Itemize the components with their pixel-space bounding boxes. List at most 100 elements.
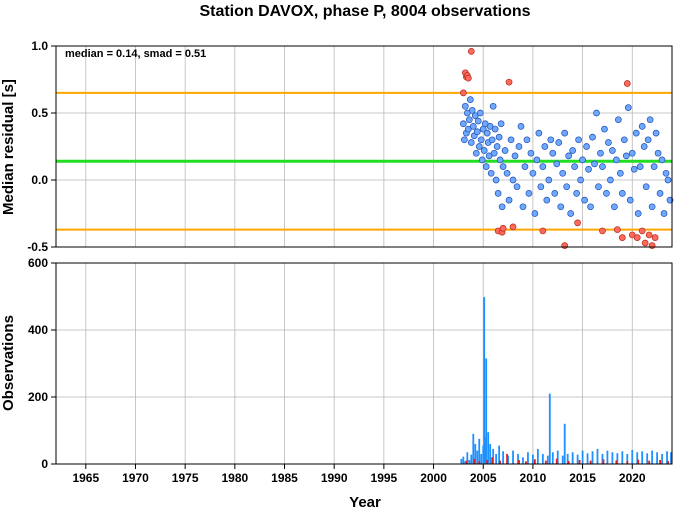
observation-bar [566, 453, 569, 464]
residual-point [620, 136, 628, 144]
outlier-point [499, 224, 507, 232]
observation-bar [470, 454, 473, 464]
observation-bar [541, 453, 544, 464]
observation-bar [576, 454, 579, 464]
residual-point [467, 139, 475, 146]
residual-y-tick-label: 0.0 [31, 173, 48, 187]
residual-point [507, 136, 515, 144]
outlier-observation-bar [491, 457, 494, 464]
observation-bar [601, 453, 604, 464]
residual-point [609, 147, 616, 154]
residual-point [531, 210, 539, 217]
observations-plot-area [56, 263, 672, 464]
observations-y-axis-label: Observations [0, 315, 17, 411]
residual-point [583, 143, 590, 150]
x-tick-label: 1990 [321, 471, 348, 485]
outlier-observation-bar [473, 458, 476, 464]
observation-bar [476, 450, 479, 464]
outlier-point [648, 242, 656, 250]
residual-point [581, 196, 588, 204]
outlier-observation-bar [486, 459, 489, 464]
observation-bar [527, 452, 529, 464]
observation-bar [626, 453, 629, 464]
observation-bar [591, 451, 594, 464]
observation-bar [517, 453, 519, 464]
observations-y-tick-label: 200 [28, 390, 48, 404]
outlier-point [509, 223, 517, 231]
x-tick-label: 1995 [371, 471, 398, 485]
residual-point [492, 176, 500, 184]
outlier-point [561, 242, 569, 250]
residual-point [614, 116, 622, 124]
observation-bar [466, 452, 469, 464]
observation-bar [495, 453, 498, 464]
observation-bar [548, 393, 551, 464]
residual-point [658, 156, 666, 164]
outlier-observation-bar [659, 459, 661, 464]
residual-point [501, 147, 509, 154]
residual-point [626, 196, 634, 204]
outlier-point [651, 234, 659, 241]
outlier-point [641, 239, 649, 247]
observation-bar [487, 432, 490, 464]
residual-point [618, 190, 626, 197]
residual-point [461, 102, 469, 110]
residual-point [460, 136, 468, 144]
residual-point [577, 176, 584, 184]
residual-point [469, 123, 477, 130]
observation-bar [489, 443, 492, 464]
residual-point [468, 106, 476, 114]
residual-point [644, 136, 652, 144]
outlier-observation-bar [648, 460, 651, 464]
residual-point [662, 169, 670, 177]
observations-y-tick-label: 600 [28, 256, 48, 270]
residual-point [511, 152, 519, 160]
residual-point [553, 160, 561, 168]
observation-bar [484, 437, 487, 464]
observation-bar [586, 453, 589, 464]
residual-point [533, 156, 541, 164]
residual-y-tick-label: -0.5 [27, 240, 48, 254]
residual-point [557, 203, 565, 211]
residual-point [652, 129, 660, 137]
residual-point [475, 143, 483, 150]
residual-point [483, 129, 491, 137]
residual-point [499, 163, 507, 170]
observation-bar [561, 455, 564, 464]
residual-point [654, 149, 662, 157]
residual-point [599, 163, 606, 170]
outlier-observation-bar [602, 459, 605, 464]
residual-point [660, 210, 668, 217]
median-smad-annotation: median = 0.14, smad = 0.51 [65, 48, 206, 60]
residual-point [478, 156, 486, 164]
residual-point [595, 183, 602, 191]
residual-point [587, 203, 594, 211]
residual-point [521, 163, 529, 170]
observation-bar [616, 453, 619, 464]
residual-point [638, 123, 646, 130]
residual-point [585, 165, 592, 173]
residual-point [476, 109, 484, 117]
residual-point [519, 203, 527, 211]
outlier-observation-bar [637, 459, 640, 464]
outlier-point [467, 48, 475, 55]
residual-point [646, 116, 654, 124]
residual-point [489, 102, 497, 110]
observation-bar [606, 450, 609, 464]
observations-y-tick-label: 0 [41, 457, 48, 471]
x-tick-label: 2010 [520, 471, 547, 485]
residual-point [648, 203, 656, 211]
residual-y-ticks: 1.0 0.5 0.0 -0.5 [27, 39, 56, 254]
observation-bar [621, 451, 624, 464]
observation-bar [656, 452, 658, 464]
residual-point [509, 176, 517, 184]
observation-bar [666, 451, 668, 464]
outlier-point [623, 80, 631, 87]
x-tick-label: 1965 [72, 471, 99, 485]
residual-point [525, 190, 533, 197]
residual-point [565, 152, 573, 160]
observation-bar [631, 449, 634, 464]
residual-point [656, 190, 664, 197]
residual-point [549, 149, 557, 157]
